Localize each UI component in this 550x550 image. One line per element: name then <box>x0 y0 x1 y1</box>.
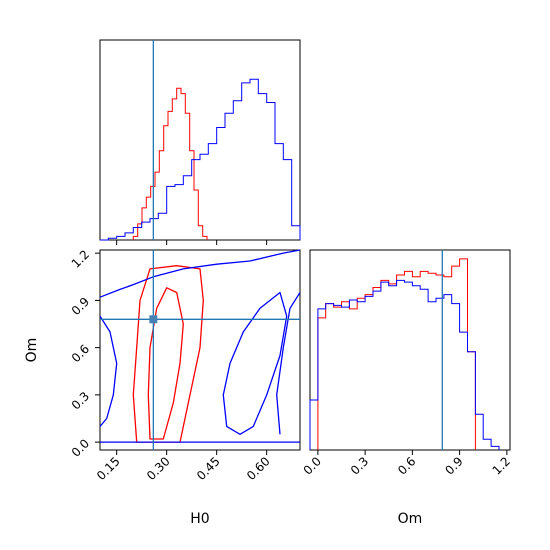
x-axis-label-h0: H0 <box>190 511 209 527</box>
hist-series-0 <box>317 258 476 450</box>
contour-panel: 0.15 0.30 0.45 0.60 0.0 0.3 0.6 0.9 1.2 H0 Om <box>24 247 301 527</box>
red-contours <box>132 265 204 443</box>
contour-truth-lines <box>100 250 300 450</box>
contour-red-1 <box>147 287 184 440</box>
truth-marker <box>149 315 158 324</box>
contour-blue-4 <box>276 292 301 435</box>
contour-ytick-label-4: 1.2 <box>69 247 92 270</box>
contour-xtick-label-0: 0.15 <box>94 454 123 483</box>
contour-xtick-label-1: 0.30 <box>144 454 173 483</box>
contour-xtick-label-3: 0.60 <box>244 454 273 483</box>
contour-yticks: 0.0 0.3 0.6 0.9 1.2 <box>69 247 100 460</box>
hist-om-xticks: 0.0 0.3 0.6 0.9 1.2 <box>301 450 513 478</box>
hist-h0-series <box>100 78 301 241</box>
contour-blue-1 <box>99 315 118 427</box>
x-axis-label-om: Om <box>398 511 423 527</box>
contour-blue-3 <box>222 291 288 435</box>
hist-om-frame <box>309 249 511 451</box>
contour-ytick-label-3: 0.9 <box>69 295 92 318</box>
hist-h0-frame <box>99 39 301 241</box>
contour-ytick-label-2: 0.6 <box>69 342 92 365</box>
hist-om-xtick-label-3: 0.9 <box>442 454 465 477</box>
contour-blue-0 <box>99 249 301 298</box>
hist-om-series <box>309 258 500 450</box>
contour-xtick-label-2: 0.45 <box>194 454 223 483</box>
contour-ytick-label-1: 0.3 <box>69 389 92 412</box>
hist-h0-panel <box>99 39 301 245</box>
contour-red-0 <box>132 265 204 443</box>
hist-om-panel: 0.0 0.3 0.6 0.9 1.2 Om <box>301 249 513 527</box>
y-axis-label-om: Om <box>24 338 40 363</box>
contour-xticks: 0.15 0.30 0.45 0.60 <box>94 450 273 483</box>
contour-frame <box>99 249 301 451</box>
blue-contours <box>99 249 301 443</box>
hist-series-1 <box>100 78 301 241</box>
hist-om-xtick-label-2: 0.6 <box>395 454 418 477</box>
hist-om-xtick-label-1: 0.3 <box>348 454 371 477</box>
hist-h0-xticks <box>116 240 268 245</box>
hist-series-1 <box>309 279 500 450</box>
hist-series-0 <box>132 87 208 240</box>
hist-om-xtick-label-4: 1.2 <box>490 454 513 477</box>
hist-om-xtick-label-0: 0.0 <box>301 454 324 477</box>
contour-ytick-label-0: 0.0 <box>69 436 92 459</box>
